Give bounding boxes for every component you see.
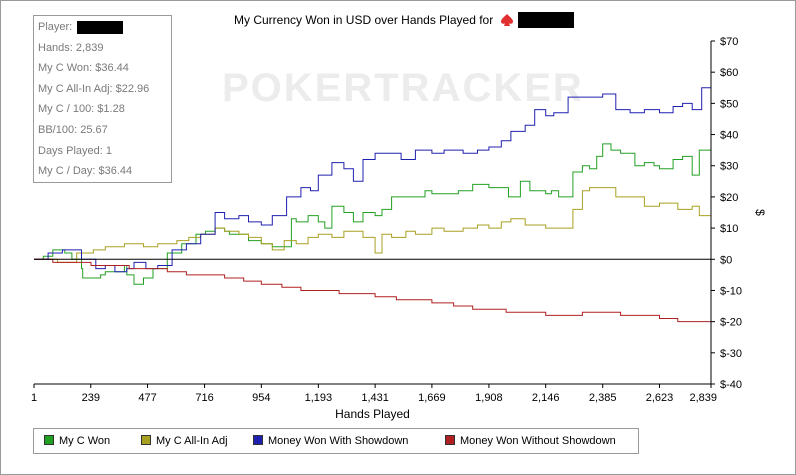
x-tick-label: 1,431 bbox=[361, 392, 389, 404]
stat-line: My C All-In Adj: $22.96 bbox=[38, 82, 150, 95]
legend-item: Money Won With Showdown bbox=[253, 435, 408, 447]
redacted-player-name bbox=[77, 20, 124, 34]
y-tick-label: $20 bbox=[720, 192, 738, 204]
y-tick-label: $10 bbox=[720, 223, 738, 235]
legend-label: Money Won With Showdown bbox=[268, 435, 409, 447]
player-label: Player: bbox=[38, 21, 73, 33]
x-tick-label: 2,839 bbox=[689, 392, 717, 404]
y-axis-label: $ bbox=[753, 209, 767, 216]
x-tick-label: 477 bbox=[138, 392, 156, 404]
stat-line: Hands: 2,839 bbox=[38, 41, 104, 54]
legend-swatch bbox=[141, 435, 151, 445]
chart-title-text: My Currency Won in USD over Hands Played… bbox=[234, 13, 494, 27]
x-tick-label: 1 bbox=[31, 392, 37, 404]
stat-line: My C Won: $36.44 bbox=[38, 62, 129, 75]
x-tick-label: 239 bbox=[82, 392, 100, 404]
chart-title: My Currency Won in USD over Hands Played… bbox=[234, 12, 574, 28]
series-line bbox=[34, 187, 712, 263]
stat-player: Player: bbox=[38, 19, 171, 40]
x-axis-label: Hands Played bbox=[335, 407, 410, 421]
x-tick-label: 2,623 bbox=[646, 392, 674, 404]
legend-label: Money Won Without Showdown bbox=[460, 435, 616, 447]
legend-label: My C Won bbox=[59, 435, 111, 447]
legend-swatch bbox=[253, 435, 263, 445]
y-tick-label: $-30 bbox=[720, 348, 742, 360]
stat-line: Days Played: 1 bbox=[38, 144, 112, 157]
stat-line: BB/100: 25.67 bbox=[38, 123, 108, 136]
y-tick-label: $-10 bbox=[720, 285, 742, 297]
y-tick-label: $-40 bbox=[720, 379, 742, 391]
legend-label: My C All-In Adj bbox=[156, 435, 228, 447]
legend-item: My C All-In Adj bbox=[141, 435, 228, 447]
x-tick-label: 2,146 bbox=[532, 392, 560, 404]
x-tick-label: 2,385 bbox=[589, 392, 617, 404]
stat-line: My C / Day: $36.44 bbox=[38, 165, 133, 178]
spade-icon bbox=[499, 13, 515, 27]
y-tick-label: $0 bbox=[720, 254, 732, 266]
y-tick-label: $30 bbox=[720, 161, 738, 173]
y-tick-label: $40 bbox=[720, 130, 738, 142]
legend-item: Money Won Without Showdown bbox=[445, 435, 616, 447]
x-tick-label: 1,908 bbox=[475, 392, 503, 404]
y-tick-label: $50 bbox=[720, 98, 738, 110]
y-tick-label: $60 bbox=[720, 67, 738, 79]
y-tick-label: $70 bbox=[720, 36, 738, 48]
legend-item: My C Won bbox=[44, 435, 110, 447]
stat-line: My C / 100: $1.28 bbox=[38, 103, 125, 116]
series-line bbox=[34, 143, 712, 285]
stats-box: Player: Hands: 2,839 My C Won: $36.44 My C… bbox=[33, 15, 172, 183]
x-tick-label: 954 bbox=[252, 392, 270, 404]
series-line bbox=[34, 87, 711, 273]
chart-legend: My C Won My C All-In Adj Money Won With Sh… bbox=[33, 428, 639, 454]
x-tick-label: 1,669 bbox=[418, 392, 446, 404]
watermark-text: POKERTRACKER bbox=[222, 66, 584, 110]
x-tick-label: 1,193 bbox=[305, 392, 333, 404]
legend-swatch bbox=[445, 435, 455, 445]
x-tick-label: 716 bbox=[195, 392, 213, 404]
y-tick-label: $-20 bbox=[720, 317, 742, 329]
legend-swatch bbox=[44, 435, 54, 445]
redacted-player-name bbox=[517, 12, 574, 28]
series-line bbox=[34, 258, 712, 323]
